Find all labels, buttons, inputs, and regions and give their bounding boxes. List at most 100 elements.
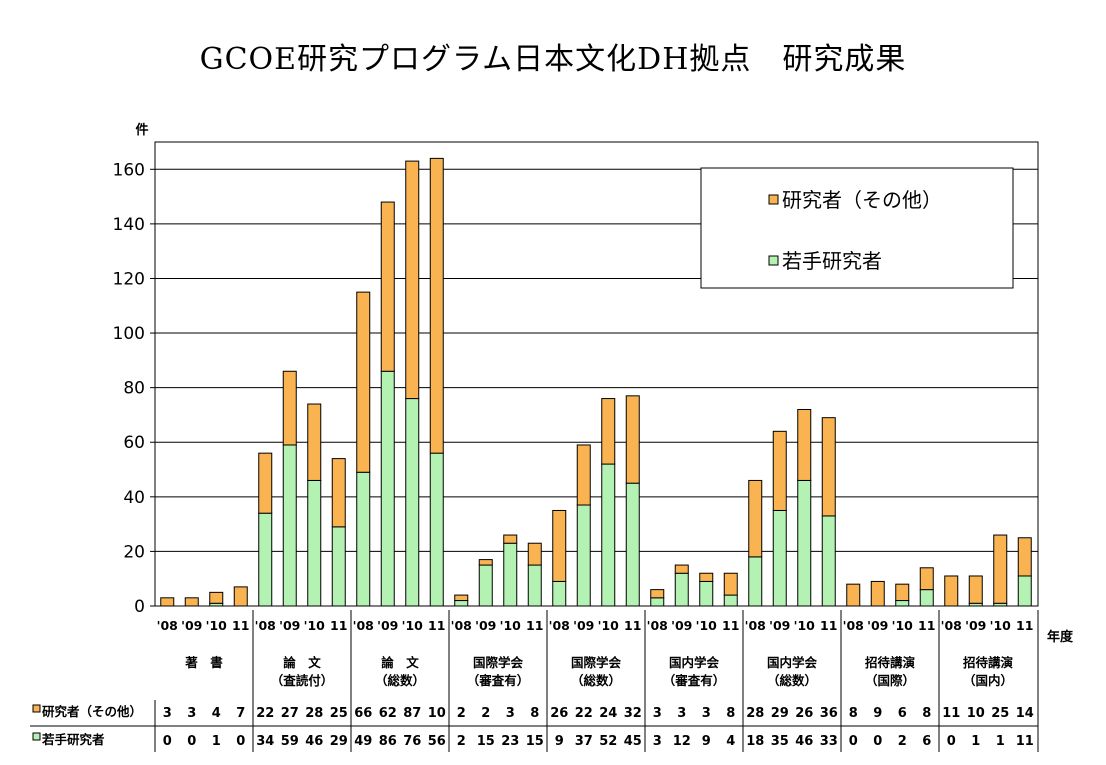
table-value-young: 37 <box>575 734 593 749</box>
bar-other <box>282 370 297 446</box>
bar-other <box>184 597 199 607</box>
bar-young <box>527 564 542 607</box>
table-value-young: 0 <box>236 734 245 749</box>
table-value-young: 2 <box>457 734 466 749</box>
table-value-other: 87 <box>403 706 421 721</box>
table-value-other: 6 <box>898 706 907 721</box>
bar-other <box>478 559 493 566</box>
table-value-young: 2 <box>898 734 907 749</box>
x-tick-label: '09 <box>671 618 692 633</box>
y-tick-label: 160 <box>113 160 145 180</box>
table-value-young: 11 <box>1016 734 1034 749</box>
bar-other <box>797 408 812 481</box>
table-value-other: 3 <box>677 706 686 721</box>
bar-other <box>233 586 248 607</box>
table-value-young: 6 <box>922 734 931 749</box>
table-value-young: 0 <box>849 734 858 749</box>
y-tick-label: 20 <box>123 542 145 562</box>
table-value-other: 8 <box>726 706 735 721</box>
x-tick-label: '08 <box>843 618 864 633</box>
table-value-other: 25 <box>991 706 1009 721</box>
table-value-young: 12 <box>673 734 691 749</box>
legend-swatch-other <box>768 194 779 205</box>
chart-title: GCOE研究プログラム日本文化DH拠点 研究成果 <box>199 42 907 77</box>
bar-young <box>674 572 689 607</box>
group-label: 国際学会 <box>473 655 524 670</box>
table-swatch-other <box>32 704 41 713</box>
table-value-other: 8 <box>922 706 931 721</box>
table-value-other: 32 <box>624 706 642 721</box>
bar-other <box>895 583 910 602</box>
table-value-other: 28 <box>746 706 764 721</box>
x-tick-label: '10 <box>990 618 1012 633</box>
bar-young <box>282 444 297 607</box>
table-value-young: 56 <box>428 734 446 749</box>
y-tick-label: 40 <box>123 488 145 508</box>
x-axis-label: 年度 <box>1047 629 1074 645</box>
table-value-other: 11 <box>942 706 960 721</box>
table-value-young: 1 <box>996 734 1005 749</box>
bar-other <box>674 564 689 574</box>
y-tick-label: 80 <box>123 379 145 399</box>
bar-young <box>723 594 738 607</box>
group-sublabel: （査読付） <box>271 673 334 688</box>
x-tick-label: '08 <box>941 618 962 633</box>
group-sublabel: （国内） <box>963 673 1013 688</box>
bar-young <box>454 600 469 607</box>
table-value-other: 26 <box>550 706 568 721</box>
table-value-other: 8 <box>849 706 858 721</box>
bar-other <box>380 201 395 372</box>
x-tick-label: '08 <box>157 618 178 633</box>
legend-swatch-young <box>768 255 779 266</box>
bar-other <box>748 479 763 558</box>
bar-young <box>307 479 322 607</box>
group-label: 著 書 <box>184 655 223 670</box>
bar-young <box>625 482 640 607</box>
table-value-young: 18 <box>746 734 764 749</box>
bar-other <box>699 572 714 582</box>
table-value-young: 3 <box>653 734 662 749</box>
group-sublabel: （国際） <box>865 673 915 688</box>
legend-box <box>700 167 1014 289</box>
x-tick-label: '08 <box>451 618 472 633</box>
bar-other <box>1017 537 1032 577</box>
table-value-other: 24 <box>599 706 617 721</box>
table-value-other: 10 <box>967 706 985 721</box>
group-sublabel: （総数） <box>571 673 621 688</box>
table-value-other: 3 <box>506 706 515 721</box>
table-value-young: 46 <box>795 734 813 749</box>
x-tick-label: '10 <box>206 618 228 633</box>
bar-young <box>380 370 395 607</box>
table-value-other: 7 <box>236 706 245 721</box>
table-swatch-young <box>32 732 41 741</box>
x-tick-label: '08 <box>255 618 276 633</box>
x-tick-label: '10 <box>402 618 424 633</box>
y-tick-label: 140 <box>113 215 145 235</box>
x-tick-label: 11 <box>428 618 445 633</box>
bar-other <box>993 534 1008 604</box>
y-tick-label: 60 <box>123 433 145 453</box>
bar-young <box>919 589 934 607</box>
table-value-other: 25 <box>330 706 348 721</box>
table-value-young: 76 <box>403 734 421 749</box>
bar-other <box>258 452 273 514</box>
bar-other <box>821 417 836 517</box>
bar-young <box>699 580 714 607</box>
table-value-young: 1 <box>971 734 980 749</box>
bar-other <box>331 458 346 528</box>
x-tick-label: 11 <box>526 618 543 633</box>
x-tick-label: '10 <box>794 618 816 633</box>
table-value-other: 62 <box>379 706 397 721</box>
bar-young <box>429 452 444 607</box>
table-value-other: 27 <box>281 706 299 721</box>
bar-other <box>209 591 224 604</box>
x-tick-label: 11 <box>624 618 641 633</box>
table-value-young: 35 <box>771 734 789 749</box>
group-sublabel: （審査有） <box>663 673 726 688</box>
legend: 研究者（その他） 若手研究者 <box>700 167 1014 289</box>
bar-other <box>601 398 616 465</box>
bar-young <box>772 509 787 607</box>
table-value-young: 52 <box>599 734 617 749</box>
bar-other <box>968 575 983 604</box>
group-label: 論 文 <box>381 655 419 670</box>
